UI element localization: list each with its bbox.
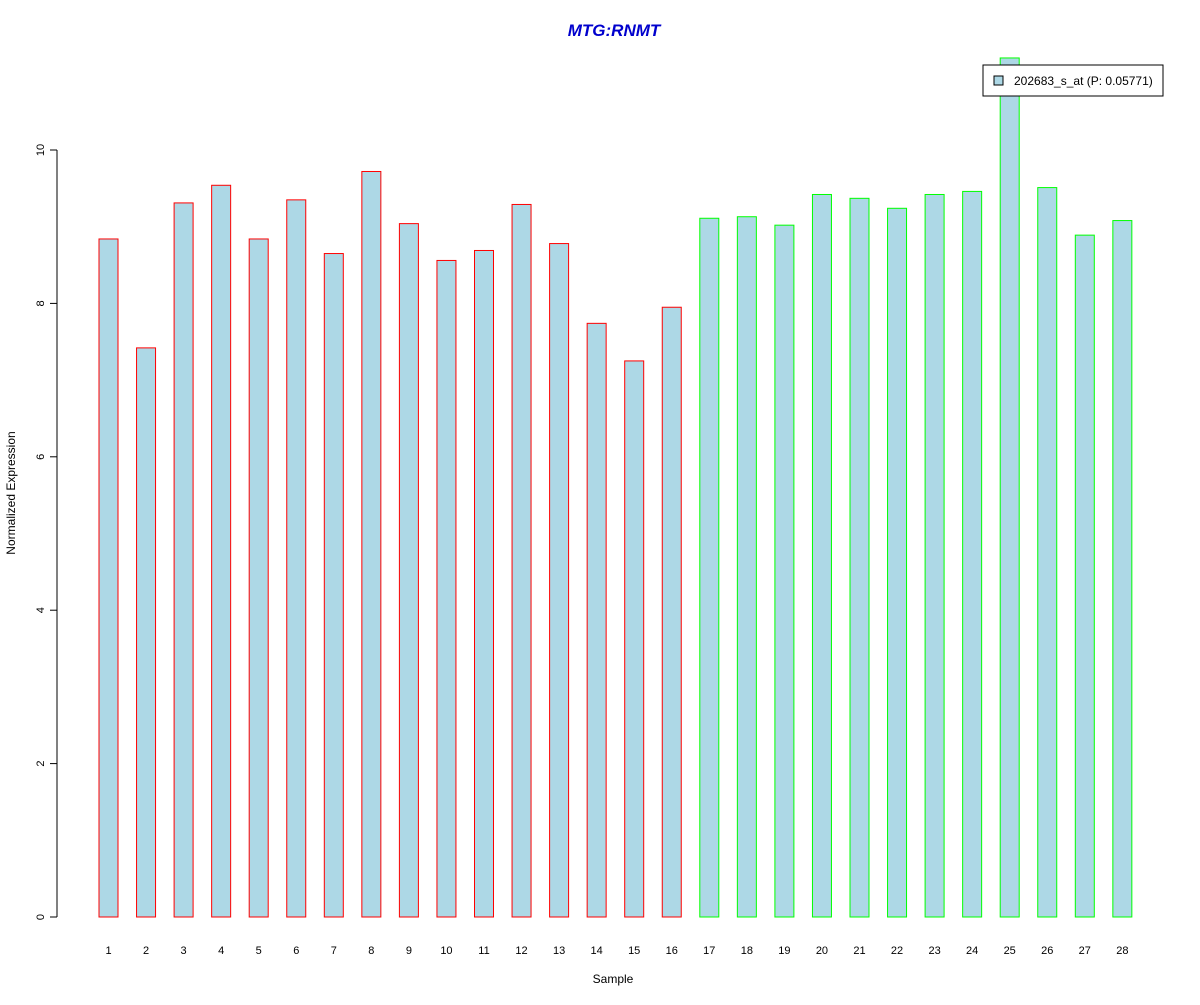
bar-sample-17 [699,217,720,918]
bar-sample-12 [511,203,532,918]
x-axis-tick-label: 21 [853,945,865,957]
chart-title: MTG:RNMT [568,21,662,40]
legend-box [982,64,1164,97]
bar-sample-21 [849,197,870,918]
bar-sample-13 [549,243,570,918]
bar-sample-2 [136,347,157,918]
bar-sample-25 [999,57,1020,918]
x-axis-tick-label: 13 [553,945,565,957]
x-axis-tick-label: 11 [478,945,489,957]
bar-sample-23 [924,193,945,918]
bar-sample-16 [661,306,682,918]
legend: 202683_s_at (P: 0.05771) [982,64,1164,97]
bar-sample-22 [887,207,908,918]
x-axis-tick-label: 26 [1041,945,1053,957]
bar-sample-9 [398,223,419,918]
x-axis-tick-label: 2 [143,945,149,957]
bar-sample-8 [361,170,382,918]
legend-swatch [993,75,1004,86]
y-axis-tick-label: 10 [35,144,47,156]
y-axis-tick-label: 8 [35,300,47,306]
x-axis-tick-label: 1 [105,945,111,957]
bar-sample-15 [624,360,645,918]
bar-sample-18 [736,216,757,918]
bar-sample-1 [98,238,119,918]
legend-label: 202683_s_at (P: 0.05771) [1014,74,1153,88]
bars [98,57,1133,918]
bar-sample-14 [586,322,607,918]
x-axis-tick-label: 10 [440,945,452,957]
bar-sample-4 [211,184,232,918]
x-axis-tick-label: 9 [406,945,412,957]
x-axis-tick-label: 19 [778,945,790,957]
x-axis-tick-label: 3 [181,945,187,957]
bar-sample-3 [173,202,194,918]
x-axis-label: Sample [593,972,634,986]
bar-sample-26 [1037,187,1058,918]
y-axis-tick-label: 2 [35,761,47,767]
x-axis-tick-label: 12 [515,945,527,957]
bar-sample-27 [1074,234,1095,918]
x-axis-tick-label: 17 [703,945,715,957]
x-axis-tick-label: 27 [1079,945,1091,957]
x-axis-tick-label: 7 [331,945,337,957]
y-axis: 0 2 4 6 8 10 [35,144,58,920]
bar-sample-5 [248,238,269,918]
x-axis-tick-label: 23 [928,945,940,957]
bar-sample-6 [286,199,307,918]
y-axis-tick-label: 0 [35,914,47,920]
y-axis-label: Normalized Expression [4,431,18,554]
bar-sample-7 [323,253,344,918]
x-axis-tick-label: 16 [666,945,678,957]
x-axis-tick-label: 15 [628,945,640,957]
x-axis-tick-label: 14 [591,945,603,957]
bar-sample-20 [811,193,832,918]
bar-sample-11 [474,249,494,918]
x-axis-tick-label: 24 [966,945,978,957]
x-axis-tick-label: 25 [1004,945,1016,957]
x-axis-tick-label: 18 [741,945,753,957]
x-axis-tick-label: 20 [816,945,828,957]
x-axis-tick-label: 8 [368,945,374,957]
bar-sample-19 [774,224,795,918]
x-axis-tick-label: 4 [218,945,224,957]
bar-sample-10 [436,259,457,918]
y-axis-tick-label: 6 [35,454,47,460]
x-axis-tick-labels: 1 2 3 4 5 6 7 8 9 10 11 12 13 14 15 16 17 18 19 20 21 22 23 24 2… [105,945,1128,957]
y-axis-tick-label: 4 [35,607,47,613]
bar-sample-28 [1112,220,1133,918]
x-axis-tick-label: 28 [1116,945,1128,957]
x-axis-tick-label: 22 [891,945,903,957]
x-axis-tick-label: 6 [293,945,299,957]
bar-sample-24 [962,190,983,918]
x-axis-tick-label: 5 [256,945,262,957]
